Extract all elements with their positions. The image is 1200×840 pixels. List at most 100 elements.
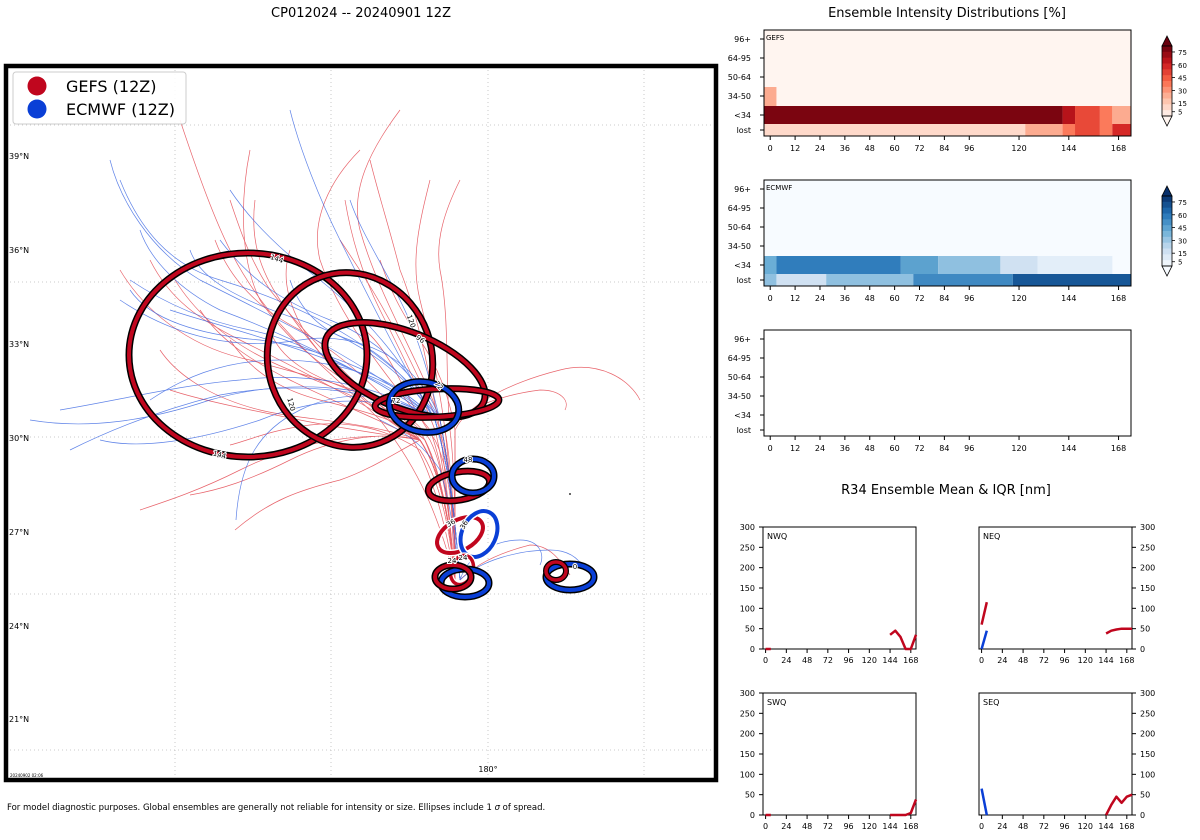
gefs-ellipse-72h [371, 385, 503, 421]
x-tick-label: 0 [768, 144, 773, 153]
x-tick-label: 144 [1061, 144, 1076, 153]
x-tick-label: 72 [1039, 656, 1049, 665]
colorbar-segment [1162, 92, 1172, 99]
colorbar-segment [1162, 213, 1172, 220]
x-tick-label: 96 [843, 822, 853, 831]
colorbar-segment [1162, 57, 1172, 64]
heatmap-cell [1075, 124, 1100, 136]
x-tick-label: 24 [815, 444, 825, 453]
y-tick-label: 150 [1140, 584, 1155, 593]
y-tick-label: 200 [1140, 564, 1155, 573]
r34-panel-swq: SWQ 0 24 48 72 96 120 144 168 300 250 200 150 100 50 0 [740, 689, 919, 831]
lat-label-27: 27°N [9, 528, 29, 537]
x-tick-label: 72 [823, 822, 833, 831]
x-tick-label: 84 [939, 444, 949, 453]
legend-marker-gefs [27, 76, 47, 96]
x-tick-label: 168 [1111, 144, 1126, 153]
x-tick-label: 36 [840, 444, 850, 453]
y-tick-label: 96+ [734, 185, 751, 194]
y-tick-label: 64-95 [728, 54, 751, 63]
colorbar-tick-label: 15 [1178, 250, 1187, 258]
colorbar-segment [1162, 98, 1172, 105]
ecmwf-label-0: 0 [573, 563, 577, 571]
x-tick-label: 168 [903, 656, 918, 665]
r34-gefs-line-late [890, 799, 918, 817]
heatmap-panel-label: ECMWF [766, 184, 792, 192]
colorbar-segment [1162, 254, 1172, 261]
gefs-ellipse-120h [263, 269, 437, 451]
colorbar-segment [1162, 260, 1172, 267]
r34-gefs-line-late [889, 629, 918, 651]
gefs-ellipse-0h-a [431, 561, 475, 593]
y-tick-label: 150 [740, 584, 755, 593]
heatmap-cell [938, 256, 1001, 274]
x-tick-label: 48 [865, 294, 875, 303]
y-tick-label: 0 [1140, 645, 1145, 654]
colorbar-tick-label: 60 [1178, 62, 1187, 70]
y-tick-label: 300 [740, 523, 755, 532]
r34-frame [762, 526, 917, 650]
gefs-label-24: 24 [448, 557, 457, 565]
colorbar-segment [1162, 248, 1172, 255]
x-tick-label: 0 [763, 656, 768, 665]
x-tick-label: 12 [790, 144, 800, 153]
y-tick-label: <34 [734, 111, 751, 120]
colorbar-tick-label: 5 [1178, 109, 1182, 117]
colorbar-tick-label: 75 [1178, 49, 1187, 57]
heatmap-cell [913, 274, 1013, 286]
y-tick-label: 200 [740, 564, 755, 573]
y-tick-label: 50 [1140, 625, 1150, 634]
heatmap-cell [764, 87, 777, 106]
y-tick-label: 100 [1140, 604, 1155, 613]
x-tick-label: 0 [763, 822, 768, 831]
y-tick-label: 300 [740, 689, 755, 698]
colorbar-segment [1162, 81, 1172, 88]
colorbar-segment [1162, 207, 1172, 214]
gefs-ellipse-0h [543, 559, 569, 583]
r34-panel-neq: NEQ 0 24 48 72 96 120 144 168 300 250 200 150 100 50 0 [978, 523, 1155, 665]
r34-gefs-line-late [1105, 627, 1132, 635]
lat-label-30: 30°N [9, 434, 29, 443]
lat-label-21: 21°N [9, 715, 29, 724]
x-tick-label: 24 [997, 656, 1007, 665]
y-tick-label: 300 [1140, 523, 1155, 532]
y-tick-label: 100 [740, 604, 755, 613]
x-tick-label: 96 [843, 656, 853, 665]
heatmap-cell [1037, 256, 1113, 274]
y-tick-label: 300 [1140, 689, 1155, 698]
y-tick-label: 96+ [734, 35, 751, 44]
x-tick-label: 72 [914, 144, 924, 153]
x-tick-label: 168 [1119, 822, 1134, 831]
spread-ellipses [125, 249, 598, 601]
y-tick-label: 100 [740, 770, 755, 779]
heatmap-cell [1025, 124, 1063, 136]
r34-ecmwf-line [980, 788, 989, 816]
x-tick-label: 48 [865, 144, 875, 153]
x-tick-label: 120 [862, 822, 877, 831]
y-tick-label: 200 [1140, 730, 1155, 739]
colorbar-segment [1162, 46, 1172, 53]
x-tick-label: 24 [781, 822, 791, 831]
x-tick-label: 144 [882, 822, 897, 831]
colorbar-segment [1162, 242, 1172, 249]
y-tick-label: 34-50 [728, 242, 751, 251]
y-tick-label: 250 [1140, 543, 1155, 552]
heatmap-cell [764, 274, 777, 286]
lat-label-39: 39°N [9, 152, 29, 161]
x-tick-label: 144 [1098, 822, 1113, 831]
heatmap-cell [1112, 106, 1131, 124]
gefs-ellipse-144h [125, 249, 371, 461]
lon-label-180: 180° [478, 765, 497, 774]
intensity-panel-gefs: GEFS 96+ 64-95 50-64 34-50 <34 lost 0 12 24 36 48 60… [728, 29, 1132, 153]
r34-ecmwf-line [980, 630, 989, 650]
colorbar-tick-label: 30 [1178, 237, 1187, 245]
heatmap-panel-label: GEFS [766, 34, 785, 42]
y-tick-label: 0 [1140, 811, 1145, 820]
map-lat-labels: 39°N 36°N 33°N 30°N 27°N 24°N 21°N [9, 152, 29, 724]
x-tick-label: 24 [997, 822, 1007, 831]
legend-label-ecmwf: ECMWF (12Z) [66, 100, 175, 119]
colorbar-tick-label: 60 [1178, 212, 1187, 220]
map-legend: GEFS (12Z) ECMWF (12Z) [12, 71, 187, 125]
colorbar-segment [1162, 110, 1172, 117]
